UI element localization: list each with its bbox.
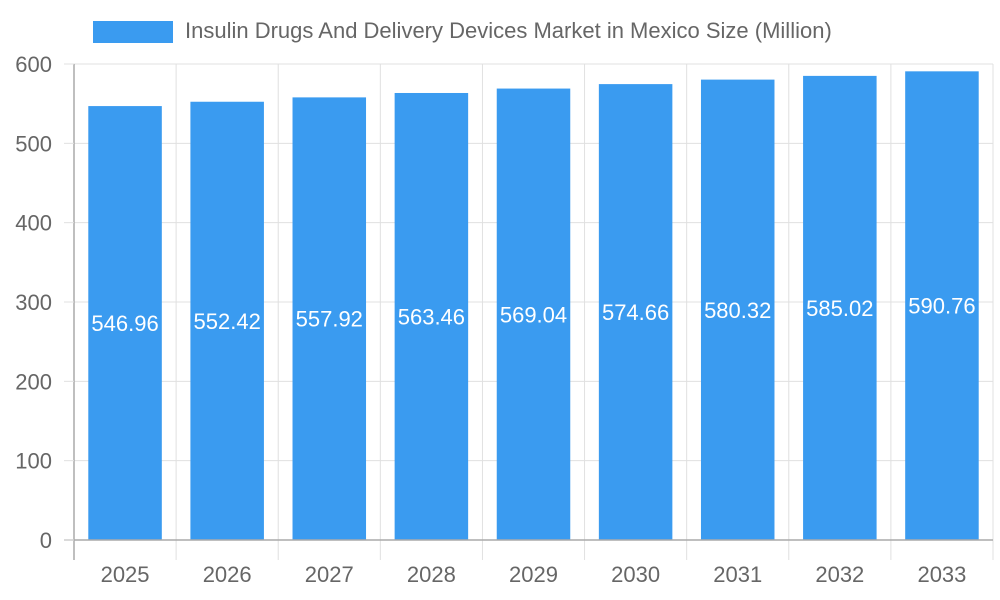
data-label: 590.76 [908,294,975,319]
x-axis-ticks: 2025 2026 2027 2028 2029 2030 2031 2032 2033 [101,562,967,587]
data-label: 580.32 [704,298,771,323]
y-axis-ticks: 0 100 200 300 400 500 600 [15,52,74,553]
x-tick-label: 2025 [101,562,150,587]
y-tick-label: 500 [15,131,52,156]
axes [64,64,993,560]
bar-2033[interactable] [905,71,979,541]
x-tick-label: 2027 [305,562,354,587]
bar-2030[interactable] [598,84,673,541]
x-tick-label: 2031 [713,562,762,587]
data-label: 563.46 [398,304,465,329]
data-labels: 546.96 552.42 557.92 563.46 569.04 574.66 580.… [91,294,975,336]
data-label: 585.02 [806,296,873,321]
legend-swatch[interactable] [93,21,173,43]
bar-2026[interactable] [190,101,264,541]
y-tick-label: 200 [15,369,52,394]
data-label: 574.66 [602,300,669,325]
bar-2025[interactable] [88,106,162,540]
x-tick-label: 2032 [815,562,864,587]
x-tick-label: 2033 [917,562,966,587]
y-tick-label: 400 [15,211,52,236]
legend-label: Insulin Drugs And Delivery Devices Marke… [185,18,832,43]
data-label: 552.42 [194,309,261,334]
bar-2028[interactable] [394,92,469,540]
bar-2027[interactable] [292,97,367,540]
y-tick-label: 600 [15,52,52,77]
data-label: 546.96 [91,311,158,336]
data-label: 557.92 [296,307,363,332]
bars [88,71,979,541]
bar-2032[interactable] [803,75,877,541]
y-tick-label: 100 [15,449,52,474]
x-tick-label: 2028 [407,562,456,587]
y-tick-label: 0 [40,528,52,553]
y-tick-label: 300 [15,290,52,315]
x-tick-label: 2030 [611,562,660,587]
x-tick-label: 2029 [509,562,558,587]
data-label: 569.04 [500,302,567,327]
bar-2031[interactable] [700,79,775,541]
bar-2029[interactable] [496,88,571,541]
x-tick-label: 2026 [203,562,252,587]
